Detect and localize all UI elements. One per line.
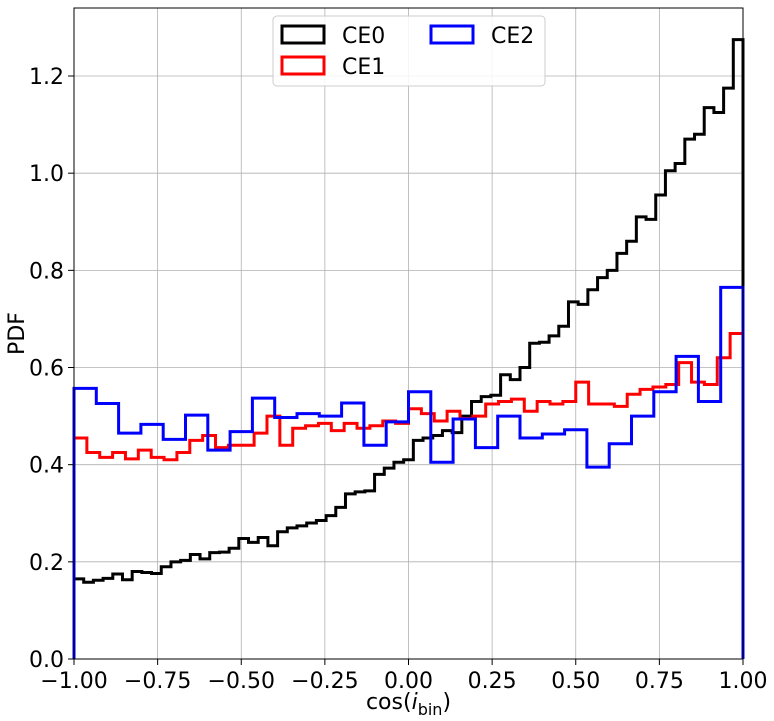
x-tick-label: −0.25: [291, 669, 358, 694]
legend-label-ce1: CE1: [342, 55, 385, 80]
legend-swatch-ce2: [429, 24, 475, 45]
series-layer: [72, 38, 745, 659]
x-tick-label: 1.00: [719, 669, 768, 694]
x-tick-label: −0.50: [208, 669, 275, 694]
tick-labels: −1.00 −0.75 −0.50 −0.25 0.00 0.25 0.50 0.75 1.00…: [29, 65, 767, 694]
legend: CE0 CE1 CE2: [272, 15, 546, 87]
axis-ticks: [68, 75, 744, 665]
legend-label-ce2: CE2: [491, 24, 534, 49]
x-tick-label: 0.00: [384, 669, 433, 694]
x-tick-label: 0.25: [468, 669, 517, 694]
y-tick-label: 0.2: [29, 551, 64, 576]
series-ce2-step: [72, 285, 745, 659]
x-tick-label: 0.50: [551, 669, 600, 694]
y-tick-label: 0.6: [29, 357, 64, 382]
x-tick-label: −1.00: [40, 669, 107, 694]
legend-swatch-ce1: [280, 55, 326, 76]
x-tick-label: −0.75: [124, 669, 191, 694]
legend-box: [272, 15, 546, 87]
legend-swatch-ce0: [280, 24, 326, 45]
y-tick-label: 0.8: [29, 259, 64, 284]
y-tick-label: 0.0: [29, 648, 64, 673]
y-tick-label: 1.0: [29, 162, 64, 187]
y-axis-label: PDF: [5, 312, 30, 355]
y-tick-label: 1.2: [29, 65, 64, 90]
legend-label-ce0: CE0: [342, 24, 385, 49]
y-tick-label: 0.4: [29, 454, 64, 479]
x-tick-label: 0.75: [635, 669, 684, 694]
x-axis-label: cos(ibin): [366, 690, 451, 719]
series-ce0-step: [72, 38, 745, 659]
grid: [73, 8, 744, 660]
